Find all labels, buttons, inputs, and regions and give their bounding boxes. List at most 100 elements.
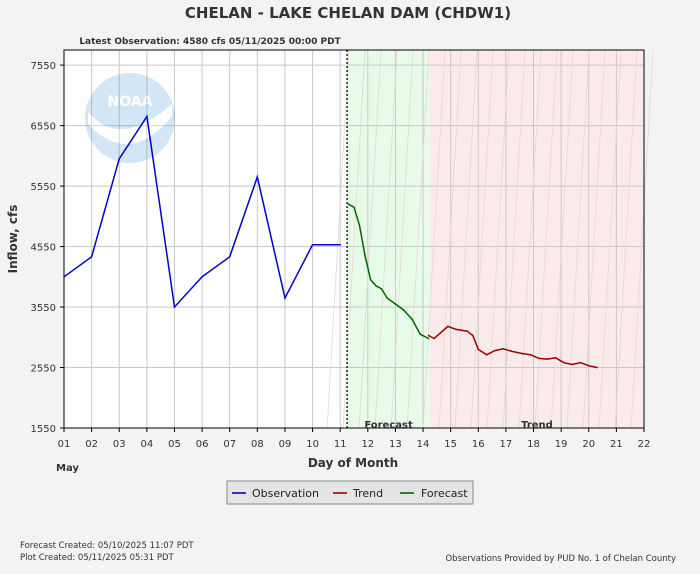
data-point-forecast [394, 303, 397, 305]
region-hatch-line [518, 49, 542, 429]
data-point-trend [494, 349, 496, 352]
data-point-observation [256, 176, 259, 178]
x-tick-label: 05 [168, 439, 181, 450]
series-line-trend [428, 325, 598, 369]
y-tick-label: 5550 [31, 182, 56, 193]
data-point-forecast [347, 203, 350, 206]
data-point-trend [510, 350, 513, 352]
data-point-forecast [375, 285, 377, 287]
data-point-trend [538, 357, 540, 360]
region-hatch-line [422, 49, 446, 429]
data-point-observation [146, 115, 148, 118]
legend-label-trend: Trend [352, 487, 383, 500]
x-tick-label: 11 [334, 439, 347, 450]
region-trend [429, 50, 644, 428]
x-tick-label: 01 [58, 439, 71, 450]
x-tick-label: 10 [306, 439, 319, 450]
data-point-trend [471, 334, 474, 337]
data-point-trend [579, 361, 582, 364]
x-tick-label: 02 [85, 439, 98, 450]
data-point-trend [563, 361, 565, 364]
data-point-forecast [380, 288, 383, 290]
credit-text: Observations Provided by PUD No. 1 of Ch… [445, 554, 676, 564]
data-point-trend [546, 358, 549, 360]
data-point-trend [529, 354, 532, 356]
data-point-forecast [411, 318, 413, 320]
region-hatch-line [486, 49, 510, 429]
data-point-trend [587, 364, 590, 367]
y-axis-label: Inflow, cfs [6, 205, 20, 274]
y-tick-label: 3550 [31, 303, 56, 314]
data-point-trend [433, 337, 435, 340]
region-hatch-line [598, 49, 622, 429]
region-hatch-line [550, 49, 574, 429]
region-hatch-line [454, 49, 478, 429]
x-tick-label: 21 [610, 439, 623, 450]
data-point-forecast [419, 333, 422, 336]
x-tick-label: 09 [279, 439, 292, 450]
region-hatch-line [374, 49, 398, 429]
data-point-observation [118, 158, 121, 160]
data-point-trend [571, 363, 573, 366]
data-point-observation [284, 297, 286, 299]
region-hatch-line [342, 49, 366, 429]
y-tick-label: 2550 [31, 364, 56, 375]
x-tick-label: 15 [444, 439, 457, 450]
region-label-forecast: Forecast [364, 420, 413, 431]
x-tick-label: 18 [527, 439, 540, 450]
noaa-logo: NOAA [85, 73, 175, 163]
data-point-observation [311, 243, 314, 246]
data-point-trend [485, 354, 488, 356]
data-point-trend [596, 366, 598, 369]
data-point-observation [228, 256, 231, 258]
data-point-trend [521, 352, 524, 355]
x-tick-label: 14 [417, 439, 430, 450]
region-hatch-line [470, 49, 494, 429]
x-tick-label: 07 [223, 439, 236, 450]
data-point-forecast [358, 224, 361, 227]
region-hatch-line [390, 49, 414, 429]
chart-subtitle: Latest Observation: 4580 cfs 05/11/2025 … [79, 37, 341, 47]
x-tick-label: 04 [140, 439, 153, 450]
data-point-observation [201, 276, 203, 278]
data-point-forecast [353, 206, 355, 209]
x-tick-label: 16 [472, 439, 485, 450]
x-axis-label: Day of Month [308, 456, 398, 470]
region-hatch-line [502, 49, 526, 429]
data-point-trend [466, 330, 469, 333]
y-tick-label: 6550 [31, 122, 56, 133]
series-layer [63, 114, 598, 369]
region-hatch-line [358, 49, 382, 429]
y-tick-label: 4550 [31, 243, 56, 254]
x-tick-label: 20 [582, 439, 595, 450]
region-forecast [347, 50, 430, 428]
data-point-trend [441, 330, 444, 333]
data-point-forecast [386, 297, 388, 299]
region-label-trend: Trend [521, 420, 553, 431]
legend-label-forecast: Forecast [421, 487, 468, 500]
data-point-trend [502, 347, 504, 350]
legend: Observation Trend Forecast [226, 480, 474, 505]
data-point-forecast [364, 254, 366, 257]
noaa-logo-text: NOAA [108, 94, 153, 110]
x-tick-label: 22 [638, 439, 651, 450]
data-point-trend [455, 328, 457, 331]
legend-label-observation: Observation [252, 487, 319, 500]
region-hatch-line [534, 49, 558, 429]
x-tick-label: 17 [500, 439, 513, 450]
region-hatch-line [326, 49, 350, 429]
legend-box [226, 480, 474, 505]
data-point-observation [90, 256, 93, 258]
data-point-observation [173, 306, 176, 308]
region-hatch-line [438, 49, 462, 429]
chart-title: CHELAN - LAKE CHELAN DAM (CHDW1) [185, 4, 511, 22]
x-tick-label: 08 [251, 439, 264, 450]
plot-created: Plot Created: 05/11/2025 05:31 PDT [20, 553, 174, 563]
forecast-created: Forecast Created: 05/10/2025 11:07 PDT [20, 541, 194, 551]
y-tick-label: 7550 [31, 61, 56, 72]
data-point-trend [477, 348, 480, 351]
data-point-trend [447, 325, 449, 328]
axes-layer: 01 02 03 04 05 06 07 08 09 10 11 12 13 14 15 16 17 18 19 20… [31, 61, 651, 450]
region-hatch-line [630, 49, 654, 429]
